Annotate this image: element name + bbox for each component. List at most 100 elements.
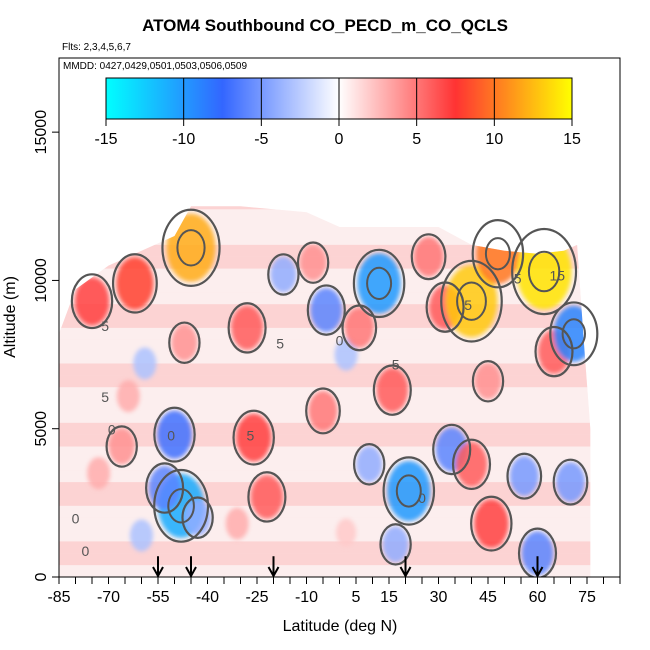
heatmap-cell (231, 305, 263, 350)
x-tick-label: -10 (295, 589, 318, 606)
contour-line (105, 425, 138, 468)
altitude-band (59, 422, 591, 435)
heatmap-cell (553, 305, 591, 362)
heatmap-cell (357, 253, 401, 314)
heatmap-cell (225, 507, 249, 540)
flight-arrow (185, 556, 197, 579)
heatmap-cell (171, 324, 198, 361)
colorbar-tick-label: 10 (485, 131, 503, 148)
altitude-band (59, 206, 591, 210)
heatmap-cell (521, 531, 554, 576)
contour-line (352, 443, 386, 486)
altitude-band (59, 351, 591, 364)
contour-line (552, 458, 589, 506)
heatmap-cell (74, 277, 110, 326)
contour-line (153, 468, 210, 543)
altitude-band (59, 482, 591, 494)
heatmap-cell (475, 363, 501, 400)
contour-line (379, 523, 412, 566)
contour-line (471, 219, 525, 289)
contour-label: 5 (514, 270, 522, 286)
contour-line (456, 281, 487, 321)
heatmap-cell (509, 456, 539, 497)
contour-line (410, 233, 447, 281)
colorbar: -15 -10 -5 0 5 10 15 (94, 77, 581, 148)
x-tick-label: 60 (529, 589, 547, 606)
contour-line (470, 495, 513, 552)
heatmap-cell (87, 457, 111, 490)
contour-label: 0 (418, 490, 426, 506)
x-tick-label: 45 (479, 589, 497, 606)
contour-line (549, 301, 599, 367)
x-tick-label: -70 (97, 589, 120, 606)
heatmap-cell (308, 390, 338, 431)
heatmap-cell (133, 347, 157, 380)
altitude-band (59, 505, 591, 518)
heatmap-cell (556, 462, 585, 503)
contour-label: 5 (101, 318, 109, 334)
colorbar-tick-label: 5 (412, 131, 421, 148)
heatmap-cell (116, 257, 154, 310)
heatmap-cell (455, 442, 488, 487)
contour-line (395, 474, 422, 508)
flight-arrow (399, 556, 412, 579)
heatmap-cell (474, 499, 509, 548)
heatmap-cell (236, 413, 271, 462)
altitude-band (59, 387, 591, 400)
heatmap-cell (129, 519, 154, 552)
colorbar-tick-label: 0 (335, 131, 344, 148)
y-axis-title: Altitude (m) (2, 276, 19, 358)
contour-line (534, 325, 574, 378)
heatmap-cell (148, 466, 181, 511)
contour-line (232, 409, 275, 466)
y-tick-label: 10000 (33, 258, 50, 303)
flight-arrows (152, 556, 544, 579)
contour-label: 0 (108, 422, 116, 438)
altitude-band (59, 434, 591, 447)
x-axis-title: Latitude (deg N) (283, 618, 398, 635)
contour-label: 5 (464, 297, 472, 313)
y-axis: 0 5000 10000 15000 (33, 110, 59, 581)
contour-line (247, 471, 287, 523)
flight-arrow (531, 556, 544, 579)
contour-line (176, 229, 206, 267)
contour-line (70, 273, 114, 330)
altitude-band (59, 221, 591, 233)
altitude-band (59, 375, 591, 388)
contour-label: 15 (550, 267, 566, 283)
contour-line (352, 248, 406, 319)
heatmap-cell (414, 236, 443, 277)
contour-label: 0 (167, 428, 175, 444)
contour-line (561, 318, 586, 350)
contour-line (440, 259, 503, 343)
contour-line (527, 250, 561, 293)
heatmap-cell (166, 213, 216, 282)
heatmap-cell (116, 380, 140, 413)
contour-line (161, 208, 221, 287)
contour-line (382, 456, 436, 526)
heatmap-cell (356, 446, 383, 483)
altitude-band (59, 363, 591, 376)
contour-line (484, 237, 511, 271)
contour-label: 0 (336, 333, 344, 349)
contour-line (267, 253, 300, 296)
contour-line (517, 527, 558, 577)
chart-title: ATOM4 Southbound CO_PECD_m_CO_QCLS (142, 16, 508, 35)
heatmap-cell (387, 460, 431, 521)
heatmap-cell (382, 526, 409, 563)
x-tick-label: -85 (47, 589, 70, 606)
contour-line (167, 488, 195, 524)
heatmap-cell (344, 307, 374, 348)
contour-line (372, 364, 412, 416)
altitude-band (59, 446, 591, 459)
contour-line (511, 227, 578, 316)
y-tick-label: 0 (33, 572, 50, 581)
contour-line (471, 360, 505, 403)
x-tick-label: 75 (578, 589, 596, 606)
contour-line (145, 462, 185, 514)
x-axis: -85 -70 -55 -40 -25 -10 5 15 30 45 60 75 (47, 577, 621, 606)
altitude-band (59, 209, 591, 222)
heatmap-cell (334, 338, 358, 371)
contour-label: 0 (72, 511, 80, 527)
heatmap-cell (376, 368, 409, 413)
